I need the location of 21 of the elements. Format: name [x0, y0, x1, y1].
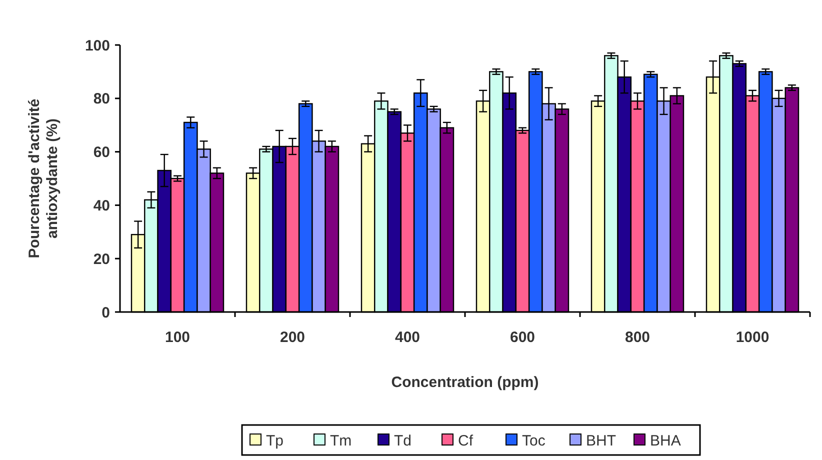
legend-label: Toc — [522, 432, 546, 450]
x-tick-label: 200 — [280, 329, 306, 346]
legend-label: Td — [394, 432, 412, 450]
x-tick-label: 400 — [394, 329, 420, 346]
y-tick-label: 0 — [102, 304, 110, 322]
y-axis-title: Pourcentage d'activité antioxydante (%) — [26, 98, 61, 258]
y-tick-label: 60 — [93, 144, 110, 162]
y-tick-label: 40 — [93, 197, 110, 214]
y-tick-label: 20 — [93, 250, 110, 268]
legend-label: Tp — [266, 432, 284, 450]
legend-label: Tm — [330, 432, 352, 450]
x-tick-label: 600 — [510, 329, 536, 346]
y-tick-label: 100 — [84, 37, 110, 54]
x-tick-label: 1000 — [736, 329, 770, 346]
legend-label: BHA — [650, 432, 681, 450]
y-tick-label: 80 — [93, 90, 110, 108]
legend-label: BHT — [586, 432, 616, 450]
legend-label: Cf — [458, 432, 474, 450]
x-tick-label: 800 — [624, 329, 650, 346]
x-axis-title: Concentration (ppm) — [391, 374, 539, 391]
x-tick-label: 100 — [164, 329, 190, 346]
